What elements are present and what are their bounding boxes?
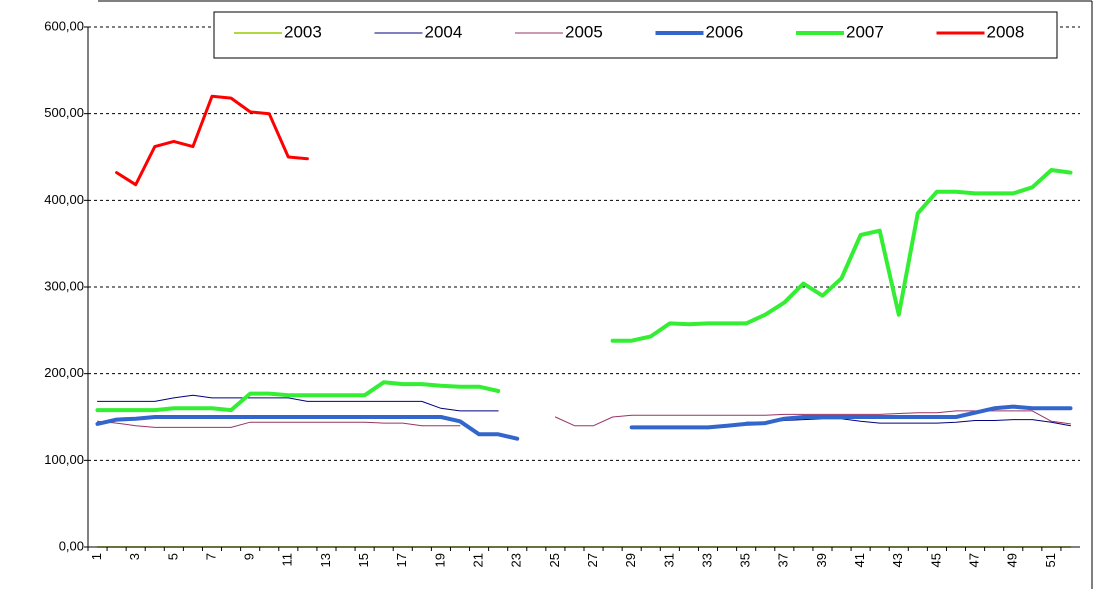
x-tick-label: 29 [623,553,638,567]
x-tick-label: 33 [699,553,714,567]
x-tick-label: 21 [471,553,486,567]
x-tick-label: 41 [852,553,867,567]
x-tick-label: 23 [509,553,524,567]
legend-label: 2006 [706,22,744,41]
series-line [97,410,1071,428]
x-tick-label: 9 [242,553,257,560]
y-tick-label: 100,00 [44,452,84,467]
x-tick-label: 31 [661,553,676,567]
series-line [95,404,1073,441]
x-tick-label: 37 [776,553,791,567]
legend-label: 2004 [425,22,463,41]
x-tick-label: 49 [1005,553,1020,567]
x-tick-label: 45 [928,553,943,567]
legend-label: 2003 [284,22,322,41]
grid [88,26,1080,461]
x-tick-label: 35 [738,553,753,567]
legend: 2003 2004 2005 2006 2007 2008 [213,11,1058,59]
x-tick-label: 13 [318,553,333,567]
x-tick-label: 7 [203,553,218,560]
series-line [115,94,309,187]
x-tick-label: 1 [89,553,104,560]
x-tick-label: 3 [127,553,142,560]
series-line [97,394,1071,427]
x-tick-label: 5 [165,553,180,560]
y-tick-label: 500,00 [44,105,84,120]
lines [95,94,1073,548]
x-tick-label: 51 [1043,553,1058,567]
axes: 0,00 100,00 200,00 300,00 400,00 500,00 600,00… [44,18,1080,567]
legend-box [213,11,1058,59]
x-tick-label: 15 [356,553,371,567]
y-tick-label: 400,00 [44,192,84,207]
x-tick-label: 27 [585,553,600,567]
x-tick-label: 39 [814,553,829,567]
legend-label: 2007 [846,22,884,41]
x-tick-label: 17 [394,553,409,567]
y-tick-label: 200,00 [44,365,84,380]
x-tick-label: 47 [967,553,982,567]
y-tick-label: 600,00 [44,18,84,33]
x-tick-label: 19 [432,553,447,567]
x-tick-label: 43 [890,553,905,567]
series-line [95,168,1073,413]
x-tick-label: 11 [280,553,295,567]
x-tick-label: 25 [547,553,562,567]
legend-label: 2008 [987,22,1025,41]
legend-label: 2005 [565,22,603,41]
y-tick-label: 300,00 [44,278,84,293]
y-tick-label: 0,00 [59,538,84,553]
